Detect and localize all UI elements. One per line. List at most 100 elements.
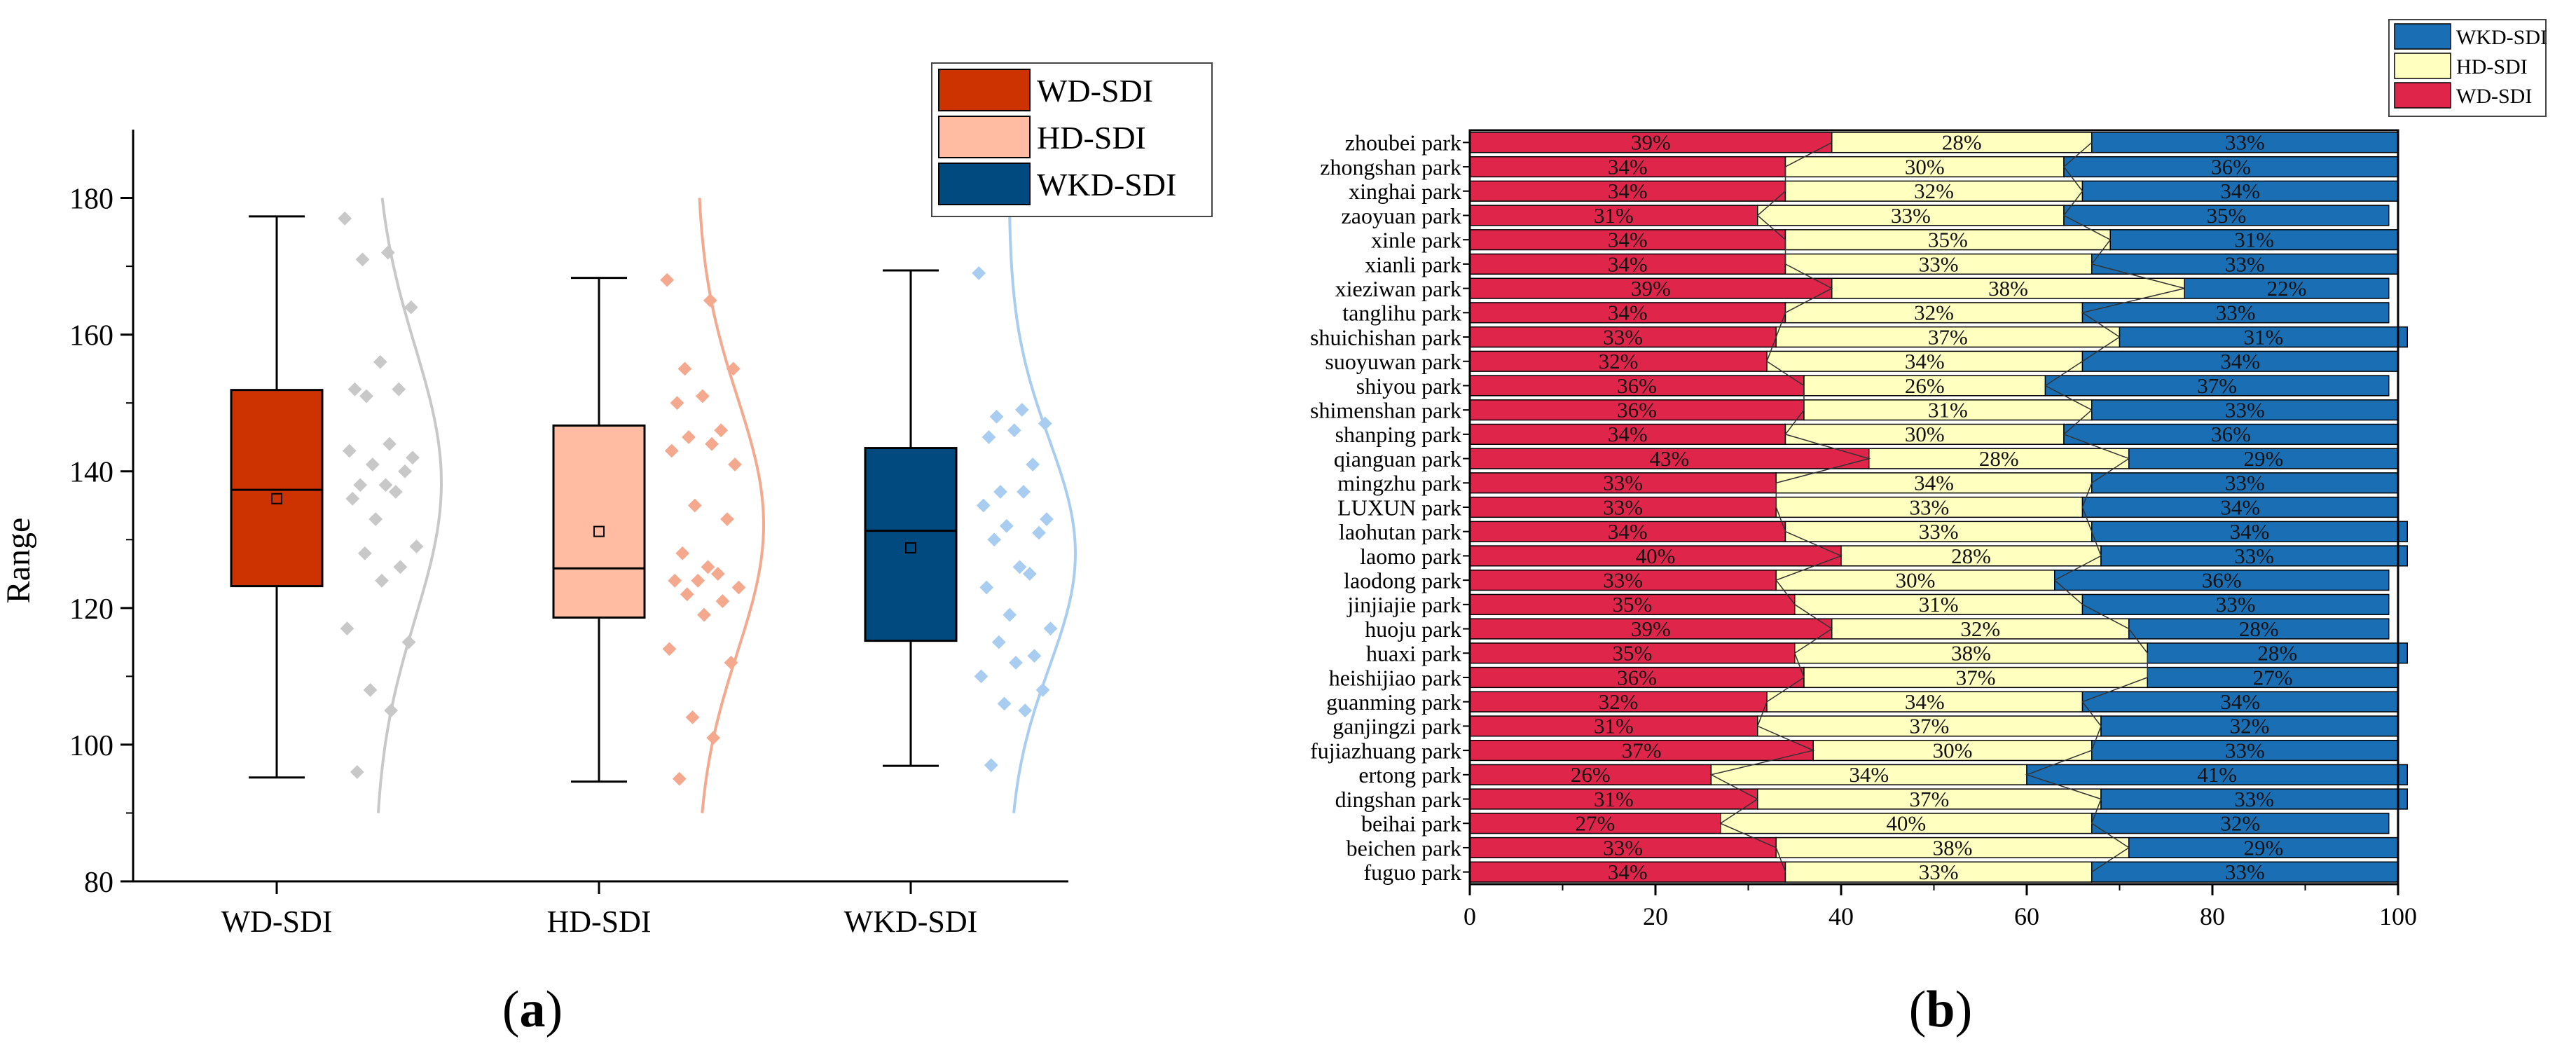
bar-value-label: 32%	[1599, 349, 1639, 373]
data-point	[979, 580, 994, 595]
bar-value-label: 32%	[2220, 811, 2260, 836]
bar-segment-hd-sdi	[1794, 642, 2148, 664]
y-category-label: laodong park	[1344, 567, 1461, 593]
bar-value-label: 31%	[1919, 592, 1959, 617]
bar-segment-hd-sdi	[1840, 545, 2102, 567]
bar-value-label: 34%	[2230, 519, 2270, 544]
bar-row: 36% 37% 27%	[1469, 665, 2399, 689]
bar-value-label: 37%	[1909, 787, 1949, 811]
bar-value-label: 28%	[1979, 446, 2019, 471]
panel-label-a-letter: a	[520, 981, 546, 1038]
bar-value-label: 36%	[1617, 398, 1657, 422]
y-category-label: zhongshan park	[1320, 154, 1461, 179]
bar-segment-wd-sdi	[1469, 691, 1768, 713]
bar-row: 33% 38% 29%	[1469, 835, 2399, 860]
legend-swatch	[2394, 82, 2451, 109]
data-point	[675, 546, 690, 560]
box	[864, 447, 958, 642]
bar-value-label: 29%	[2243, 446, 2283, 471]
y-category-label: suoyuwan park	[1325, 349, 1461, 374]
bar-value-label: 34%	[1608, 154, 1648, 179]
x-tick-label: 0	[1463, 902, 1476, 930]
bar-segment-hd-sdi	[1803, 375, 2046, 397]
legend-swatch	[938, 163, 1031, 205]
bar-value-label: 34%	[1914, 471, 1954, 495]
mean-marker	[593, 525, 605, 537]
bar-value-label: 35%	[1612, 641, 1652, 666]
data-point	[338, 211, 352, 226]
bar-value-label: 30%	[1905, 422, 1945, 446]
bar-row: 27% 40% 32%	[1469, 811, 2390, 836]
data-point	[1027, 649, 1042, 663]
data-point	[355, 252, 370, 267]
data-point	[664, 443, 679, 458]
y-tick-label: 140	[69, 457, 113, 489]
bar-value-label: 28%	[2239, 617, 2279, 641]
panel-b-stacked-bar: 39% 28% 33%34% 30% 36%34% 32% 34%31% 33% 35%34% 3…	[1310, 19, 2547, 930]
bar-value-label: 31%	[2234, 228, 2274, 252]
bar-value-label: 40%	[1886, 811, 1926, 836]
bar-segment-wd-sdi	[1469, 496, 1777, 518]
data-point	[726, 362, 741, 376]
data-point	[406, 450, 420, 465]
data-point	[691, 573, 705, 588]
bar-segment-wd-sdi	[1469, 448, 1870, 469]
data-point	[1022, 567, 1037, 581]
legend-swatch	[2394, 53, 2451, 79]
bar-segment-wkd-sdi	[2109, 229, 2399, 251]
y-category-label: ertong park	[1358, 762, 1461, 787]
x-tick-label: WD-SDI	[221, 904, 333, 939]
bar-value-label: 33%	[2225, 130, 2265, 155]
bar-segment-hd-sdi	[1831, 132, 2093, 153]
data-point	[359, 389, 373, 404]
bar-value-label: 34%	[1608, 228, 1648, 252]
bar-value-label: 33%	[2216, 301, 2256, 325]
data-point	[340, 621, 354, 635]
data-point	[1018, 703, 1033, 718]
data-point	[728, 457, 742, 472]
bar-row: 34% 30% 36%	[1469, 154, 2399, 179]
data-point	[1007, 423, 1021, 438]
bar-segment-wd-sdi	[1469, 618, 1833, 640]
data-point	[695, 389, 710, 404]
data-point	[1017, 485, 1031, 499]
data-point	[997, 696, 1012, 711]
bar-value-label: 33%	[1919, 252, 1959, 276]
bar-value-label: 33%	[2225, 738, 2265, 762]
panel-label-b-letter: b	[1926, 981, 1955, 1038]
data-point	[680, 587, 694, 602]
bar-segment-wkd-sdi	[2054, 570, 2390, 591]
bar-value-label: 33%	[2225, 252, 2265, 276]
bar-value-label: 31%	[1594, 714, 1634, 738]
data-point	[660, 273, 675, 287]
y-category-label: fuguo park	[1363, 860, 1461, 885]
boundary-line-2	[2025, 142, 2185, 873]
boundary-line-1	[1709, 142, 1871, 872]
y-category-label: guanming park	[1326, 689, 1461, 715]
data-point	[375, 573, 389, 588]
bar-segment-wkd-sdi	[2081, 350, 2399, 372]
data-point	[715, 594, 730, 608]
bar-row: 26% 34% 41%	[1469, 762, 2408, 787]
bar-value-label: 22%	[2267, 276, 2307, 301]
data-point	[384, 703, 399, 718]
bar-value-label: 34%	[1905, 689, 1945, 714]
data-point	[392, 382, 406, 397]
bar-segment-wd-sdi	[1469, 399, 1805, 421]
bar-segment-wkd-sdi	[2026, 764, 2408, 785]
bar-segment-wkd-sdi	[2044, 375, 2390, 397]
panel-a-boxplot: 80 100 120 140 160 180 WD-SDI HD-SDI WKD-SDI WD-…	[0, 62, 1213, 939]
bar-segment-wkd-sdi	[2119, 326, 2408, 348]
bar-segment-wd-sdi	[1469, 180, 1786, 202]
bar-segment-hd-sdi	[1784, 229, 2111, 251]
bar-value-label: 40%	[1636, 544, 1676, 568]
panel-label-a: (a)	[502, 981, 563, 1038]
bar-value-label: 39%	[1631, 276, 1671, 301]
x-tick-label: WKD-SDI	[844, 904, 978, 939]
data-point	[409, 539, 424, 553]
data-point	[697, 607, 711, 622]
bar-segment-wkd-sdi	[2091, 472, 2399, 494]
bar-segment-wkd-sdi	[2147, 666, 2399, 689]
data-point	[662, 642, 677, 656]
bar-segment-wd-sdi	[1469, 205, 1758, 226]
